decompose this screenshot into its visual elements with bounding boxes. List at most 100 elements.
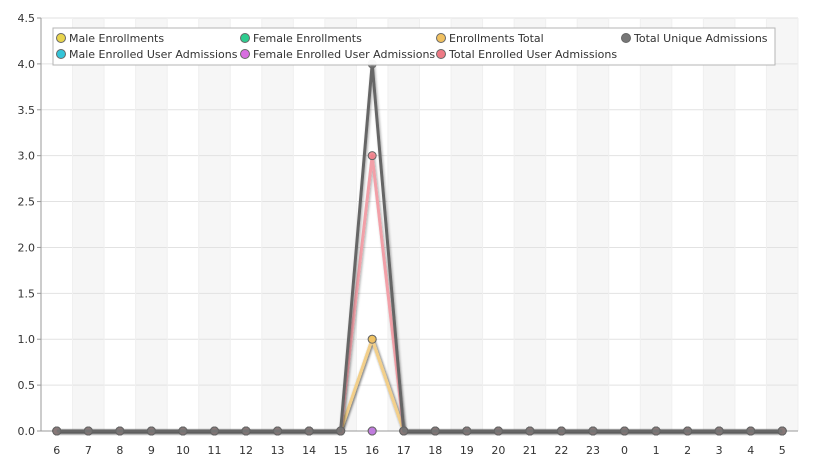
x-tick-label: 20 [491,444,505,457]
x-tick-label: 6 [53,444,60,457]
x-tick-label: 9 [148,444,155,457]
x-tick-label: 19 [460,444,474,457]
y-tick-label: 1.5 [18,287,36,300]
legend-label: Total Unique Admissions [633,32,768,45]
legend-marker [240,49,250,59]
column-band [514,18,546,431]
x-tick-label: 8 [116,444,123,457]
y-tick-label: 2.0 [18,241,36,254]
data-point [273,426,283,436]
legend-item: Enrollments Total [436,32,544,45]
data-point [115,426,125,436]
data-point [462,426,472,436]
legend-marker [240,33,250,43]
legend-box [52,27,776,66]
x-tick-label: 4 [747,444,754,457]
series-total-unique-admissions [52,59,787,436]
column-band [324,18,357,431]
y-axis-ticks: 0.0 0.5 1.0 1.5 2.0 2.5 3.0 3.5 4.0 4.5 [18,12,41,438]
y-tick-label: 0.0 [18,425,36,438]
column-band [387,18,420,431]
legend: Male Enrollments Female Enrollments Enroll… [52,27,776,66]
data-point [556,426,566,436]
data-point [777,426,787,436]
data-point [367,334,377,344]
data-point [493,426,503,436]
legend-item: Female Enrollments [240,32,362,45]
column-band [640,18,672,431]
column-band [766,18,798,431]
legend-label: Male Enrollments [69,32,164,45]
x-tick-label: 13 [271,444,285,457]
data-point [525,426,535,436]
data-point [620,426,630,436]
column-band [577,18,609,431]
y-tick-label: 3.5 [18,104,36,117]
series [52,59,787,436]
x-tick-label: 11 [207,444,221,457]
legend-marker [56,49,66,59]
x-tick-label: 16 [365,444,379,457]
data-point [209,426,219,436]
x-tick-label: 23 [586,444,600,457]
column-band [198,18,231,431]
data-point [746,426,756,436]
column-band [261,18,294,431]
data-point [399,426,409,436]
legend-item: Male Enrolled User Admissions [56,48,238,61]
data-point [651,426,661,436]
data-point [683,426,693,436]
x-tick-label: 7 [85,444,92,457]
column-band [72,18,105,431]
legend-marker [56,33,66,43]
data-point [367,426,377,436]
legend-label: Female Enrollments [253,32,362,45]
legend-marker [436,33,446,43]
x-tick-label: 3 [716,444,723,457]
legend-item: Male Enrollments [56,32,164,45]
x-tick-label: 15 [334,444,348,457]
series-line [56,62,783,433]
column-band [135,18,168,431]
x-tick-label: 21 [523,444,537,457]
x-tick-label: 10 [176,444,190,457]
data-point [430,426,440,436]
data-point [588,426,598,436]
data-point [52,426,62,436]
x-tick-label: 22 [554,444,568,457]
y-tick-label: 1.0 [18,333,36,346]
legend-label: Total Enrolled User Admissions [448,48,617,61]
x-tick-label: 5 [779,444,786,457]
y-tick-label: 0.5 [18,379,36,392]
y-tick-label: 2.5 [18,196,36,209]
x-tick-label: 14 [302,444,316,457]
column-band [703,18,735,431]
grid [40,17,799,432]
y-tick-label: 4.5 [18,12,36,25]
y-tick-label: 4.0 [18,58,36,71]
x-tick-label: 17 [397,444,411,457]
data-point [367,151,377,161]
legend-item: Total Enrolled User Admissions [436,48,617,61]
x-tick-label: 0 [621,444,628,457]
x-tick-label: 2 [684,444,691,457]
y-tick-label: 3.0 [18,150,36,163]
data-point [336,426,346,436]
legend-label: Male Enrolled User Admissions [69,48,238,61]
data-point [178,426,188,436]
data-point [241,426,251,436]
legend-marker [621,33,631,43]
legend-item: Total Unique Admissions [621,32,768,45]
x-tick-label: 12 [239,444,253,457]
data-point [146,426,156,436]
data-point [83,426,93,436]
legend-marker [436,49,446,59]
x-tick-label: 1 [653,444,660,457]
data-point [714,426,724,436]
x-tick-label: 18 [428,444,442,457]
legend-label: Enrollments Total [449,32,544,45]
x-axis-ticks: 6 7 8 9 10 11 12 13 14 15 16 17 18 19 20 21 22 23 0 1 2 3 4 5 [53,431,786,457]
data-point [304,426,314,436]
